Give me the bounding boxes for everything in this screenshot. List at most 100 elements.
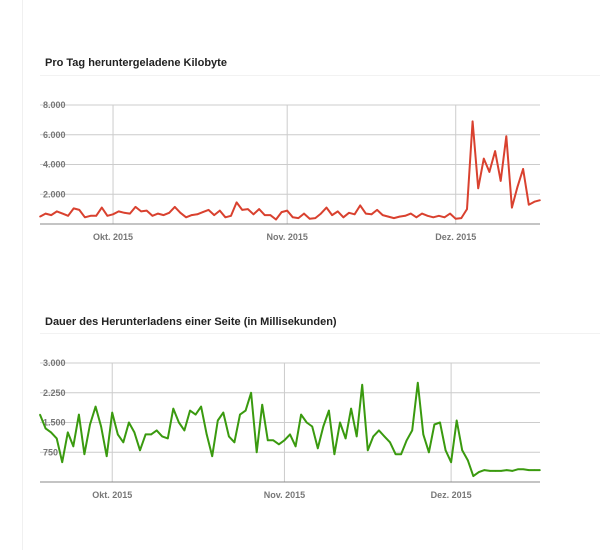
data-point bbox=[269, 214, 272, 216]
data-point bbox=[387, 215, 390, 218]
data-point bbox=[314, 217, 317, 219]
x-tick-label: Dez. 2015 bbox=[435, 232, 476, 242]
data-point bbox=[405, 439, 408, 442]
data-point bbox=[331, 214, 333, 216]
data-point bbox=[478, 471, 480, 473]
data-point bbox=[84, 216, 86, 219]
y-tick-label: 8.000 bbox=[43, 100, 66, 110]
data-point bbox=[247, 208, 249, 210]
data-point bbox=[255, 451, 258, 454]
data-point bbox=[78, 413, 80, 416]
data-point bbox=[466, 208, 468, 210]
data-point bbox=[297, 217, 300, 219]
data-point bbox=[89, 215, 92, 217]
data-point bbox=[416, 382, 419, 384]
data-point bbox=[505, 135, 508, 138]
data-point bbox=[233, 441, 236, 444]
data-point bbox=[258, 208, 260, 210]
data-point bbox=[328, 409, 330, 412]
data-point bbox=[348, 212, 350, 214]
divider bbox=[40, 75, 600, 76]
data-point bbox=[359, 204, 362, 207]
data-point bbox=[244, 409, 247, 412]
data-point bbox=[322, 425, 325, 428]
data-point bbox=[308, 217, 311, 220]
data-point bbox=[527, 203, 530, 206]
data-point bbox=[539, 469, 541, 471]
data-point bbox=[381, 214, 384, 216]
data-point bbox=[117, 210, 120, 213]
data-point bbox=[39, 413, 41, 416]
data-point bbox=[325, 206, 328, 209]
kilobytes-chart: 2.000 4.000 6.000 8.000 Okt. 2015 Nov. 2015 De… bbox=[39, 100, 541, 242]
data-point bbox=[516, 186, 519, 188]
data-point bbox=[483, 157, 485, 160]
data-point bbox=[216, 419, 219, 422]
data-point bbox=[155, 429, 158, 432]
data-point bbox=[528, 469, 530, 471]
data-point bbox=[394, 453, 397, 456]
data-point bbox=[488, 171, 491, 173]
data-point bbox=[185, 216, 187, 219]
data-point bbox=[44, 212, 47, 215]
data-point bbox=[190, 214, 193, 216]
data-point bbox=[455, 419, 458, 422]
y-tick-label: 3.000 bbox=[43, 358, 66, 368]
data-point bbox=[426, 215, 429, 217]
data-point bbox=[39, 215, 41, 218]
data-point bbox=[350, 407, 352, 410]
data-point bbox=[241, 209, 244, 211]
data-point bbox=[283, 439, 286, 442]
data-point bbox=[129, 212, 131, 215]
data-point bbox=[305, 421, 308, 424]
data-point bbox=[333, 453, 336, 456]
y-tick-label: 4.000 bbox=[43, 160, 66, 170]
data-point bbox=[56, 210, 58, 213]
data-point bbox=[316, 447, 319, 450]
data-point bbox=[157, 212, 159, 215]
data-point bbox=[111, 411, 114, 414]
data-point bbox=[95, 215, 97, 217]
data-point bbox=[72, 207, 75, 210]
data-point bbox=[400, 453, 402, 456]
data-point bbox=[421, 212, 423, 215]
data-point bbox=[477, 187, 480, 190]
data-point bbox=[409, 212, 412, 215]
data-point bbox=[50, 431, 52, 434]
data-point bbox=[168, 212, 171, 214]
data-point bbox=[280, 211, 283, 213]
data-point bbox=[450, 461, 452, 463]
x-tick-label: Nov. 2015 bbox=[264, 490, 305, 500]
data-point bbox=[389, 441, 391, 444]
data-point bbox=[106, 215, 109, 217]
data-point bbox=[266, 439, 269, 442]
data-point bbox=[366, 449, 369, 452]
data-point bbox=[275, 218, 277, 221]
data-point bbox=[166, 437, 169, 440]
x-tick-label: Dez. 2015 bbox=[431, 490, 472, 500]
data-point bbox=[133, 431, 136, 434]
data-point bbox=[161, 435, 164, 438]
data-point bbox=[278, 443, 280, 446]
data-point bbox=[213, 214, 215, 216]
data-point bbox=[144, 433, 147, 436]
data-point bbox=[112, 213, 114, 216]
data-point bbox=[202, 211, 204, 213]
data-point bbox=[438, 215, 440, 217]
data-point bbox=[134, 206, 137, 208]
data-point bbox=[162, 214, 165, 216]
data-point bbox=[516, 468, 519, 471]
data-point bbox=[179, 212, 182, 214]
data-point bbox=[78, 209, 81, 211]
data-point bbox=[83, 453, 86, 456]
data-point bbox=[449, 212, 451, 215]
data-point bbox=[72, 445, 75, 448]
x-tick-label: Okt. 2015 bbox=[92, 490, 132, 500]
data-point bbox=[178, 421, 180, 424]
data-point bbox=[489, 470, 491, 472]
data-point bbox=[263, 214, 266, 216]
data-point bbox=[376, 209, 378, 211]
data-point bbox=[522, 168, 524, 170]
divider bbox=[40, 333, 600, 334]
data-point bbox=[444, 449, 447, 452]
